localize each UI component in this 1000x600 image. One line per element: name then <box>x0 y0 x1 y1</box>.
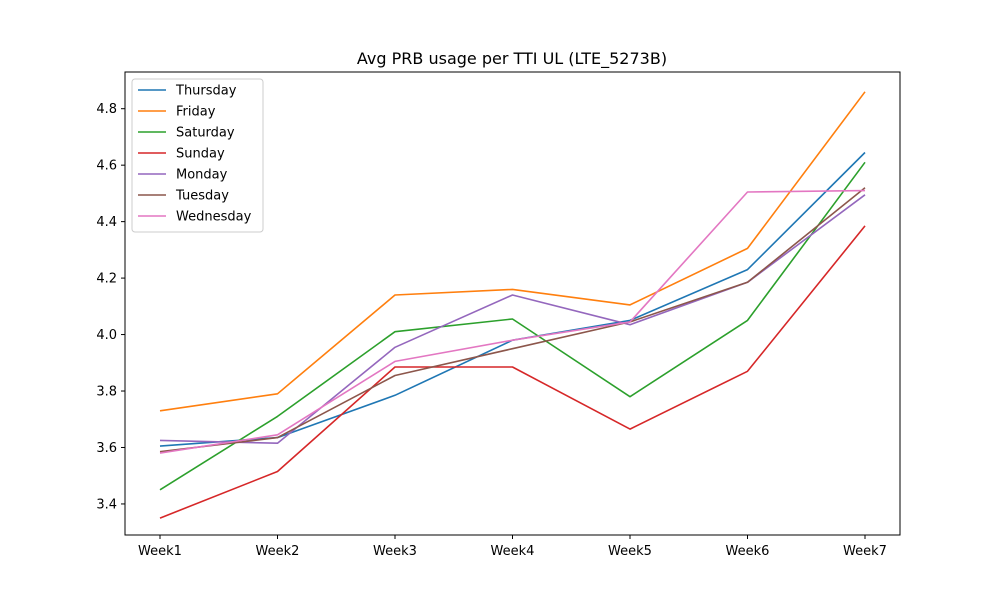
series-line-thursday <box>159 151 866 447</box>
series-lines <box>159 91 866 519</box>
x-tick-label: Week2 <box>256 544 300 559</box>
legend-item-monday: Monday <box>138 168 228 183</box>
y-tick-label: 4.2 <box>96 272 117 287</box>
series-line-tuesday <box>159 187 866 453</box>
x-axis: Week1 Week2 Week3 Week4 Week5 Week6 Week7 <box>138 535 887 559</box>
series-line-wednesday <box>159 189 866 454</box>
legend-label: Saturday <box>176 126 235 141</box>
x-tick-label: Week3 <box>373 544 417 559</box>
legend-item-friday: Friday <box>138 105 216 120</box>
legend-label: Friday <box>176 105 216 120</box>
legend-box <box>131 78 264 233</box>
series-line-saturday <box>159 161 866 491</box>
legend-item-saturday: Saturday <box>138 126 235 141</box>
x-tick-label: Week7 <box>843 544 887 559</box>
chart-title: Avg PRB usage per TTI UL (LTE_5273B) <box>357 49 667 69</box>
legend-item-wednesday: Wednesday <box>138 210 252 225</box>
legend-label: Wednesday <box>176 210 252 225</box>
series-line-friday <box>159 91 866 412</box>
x-tick-label: Week4 <box>491 544 535 559</box>
x-tick-label: Week5 <box>608 544 652 559</box>
series-line-sunday <box>159 225 866 519</box>
legend-item-thursday: Thursday <box>138 84 237 99</box>
y-tick-label: 3.6 <box>96 441 117 456</box>
legend-label: Tuesday <box>175 189 229 204</box>
y-tick-label: 3.8 <box>96 385 117 400</box>
y-tick-label: 3.4 <box>96 497 117 512</box>
y-axis: 3.4 3.6 3.8 4.0 4.2 4.4 4.6 4.8 <box>96 102 125 512</box>
y-tick-label: 4.0 <box>96 328 117 343</box>
legend-item-tuesday: Tuesday <box>138 189 229 204</box>
x-tick-label: Week6 <box>726 544 770 559</box>
legend-label: Thursday <box>175 84 237 99</box>
y-tick-label: 4.6 <box>96 159 117 174</box>
y-tick-label: 4.8 <box>96 102 117 117</box>
x-tick-label: Week1 <box>138 544 182 559</box>
legend-label: Monday <box>176 168 228 183</box>
legend-label: Sunday <box>176 147 225 162</box>
legend-item-sunday: Sunday <box>138 147 225 162</box>
y-tick-label: 4.4 <box>96 215 117 230</box>
legend: Thursday Friday Saturday Sunday Monday Tuesda… <box>131 78 264 233</box>
